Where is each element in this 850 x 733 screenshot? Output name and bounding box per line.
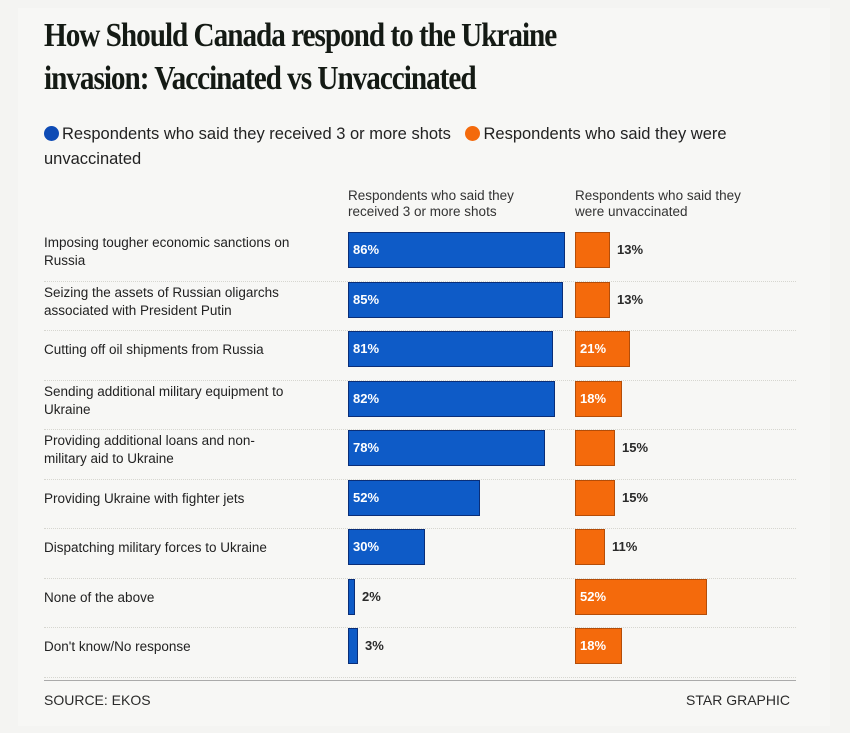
value-label-vaccinated: 78%	[353, 440, 380, 455]
bar-vaccinated	[348, 430, 545, 466]
bar-vaccinated	[348, 479, 480, 516]
category-label-line: Seizing the assets of Russian oligarchs	[44, 284, 279, 300]
value-label-unvaccinated: 13%	[617, 242, 644, 257]
bar-unvaccinated	[575, 479, 615, 516]
category-label: Providing Ukraine with fighter jets	[44, 490, 344, 508]
bar-unvaccinated	[575, 331, 630, 367]
graphic-credit: STAR GRAPHIC	[686, 692, 790, 708]
bar-unvaccinated	[575, 380, 622, 417]
value-label-vaccinated: 52%	[353, 489, 380, 505]
source-note: SOURCE: EKOS	[44, 692, 151, 708]
category-label-line: military aid to Ukraine	[44, 451, 174, 466]
category-label-line: Cutting off oil shipments from Russia	[44, 342, 264, 357]
category-label: Dispatching military forces to Ukraine	[44, 539, 344, 557]
bar-unvaccinated	[575, 628, 622, 664]
value-label-vaccinated: 85%	[353, 291, 380, 307]
bar-vaccinated	[348, 529, 425, 565]
chart-title: How Should Canada respond to the Ukraine…	[44, 14, 698, 100]
value-label-unvaccinated: 15%	[622, 440, 649, 455]
chart-row: Providing Ukraine with fighter jets 52% 15…	[44, 479, 796, 529]
chart-row: Providing additional loans and non-milit…	[44, 430, 796, 480]
bar-unvaccinated	[575, 578, 707, 615]
chart-rows: Imposing tougher economic sanctions on Ru…	[44, 232, 796, 678]
category-label-line: None of the above	[44, 589, 155, 605]
bar-unvaccinated	[575, 281, 610, 318]
chart-row: Sending additional military equipment to…	[44, 380, 796, 430]
value-label-vaccinated: 86%	[353, 242, 380, 257]
bar-unvaccinated	[575, 232, 610, 268]
bar-unvaccinated	[575, 430, 615, 466]
bar-vaccinated	[348, 281, 563, 318]
chart-row: Imposing tougher economic sanctions on Ru…	[44, 232, 796, 282]
value-label-unvaccinated: 18%	[580, 638, 607, 653]
value-label-vaccinated: 82%	[353, 390, 380, 406]
value-label-vaccinated: 81%	[353, 341, 380, 356]
chart-title-line-1: How Should Canada respond to the Ukraine	[44, 17, 557, 54]
column-header-unvaccinated-line-1: Respondents who said they	[575, 188, 741, 203]
bar-vaccinated	[348, 578, 355, 615]
legend-label-vaccinated: Respondents who said they received 3 or …	[62, 125, 451, 143]
chart-row: Cutting off oil shipments from Russia 81%…	[44, 331, 796, 381]
chart-title-line-2: invasion: Vaccinated vs Unvaccinated	[44, 60, 477, 97]
chart-frame: How Should Canada respond to the Ukraine…	[18, 8, 830, 726]
legend-label-unvaccinated: Respondents who said they were unvaccina…	[44, 125, 727, 168]
bar-unvaccinated	[575, 529, 605, 565]
category-label: Sending additional military equipment to…	[44, 383, 344, 419]
category-label-line: Sending additional military equipment to	[44, 383, 284, 399]
chart-row: Dispatching military forces to Ukraine 30…	[44, 529, 796, 579]
value-label-unvaccinated: 21%	[580, 341, 607, 356]
category-label-line: Russia	[44, 253, 86, 268]
category-label-line: Ukraine	[44, 401, 91, 417]
category-label-line: associated with President Putin	[44, 302, 232, 318]
category-label: Seizing the assets of Russian oligarchs a…	[44, 284, 344, 320]
category-label-line: Providing Ukraine with fighter jets	[44, 490, 245, 506]
category-label-line: Dispatching military forces to Ukraine	[44, 540, 267, 555]
legend-dot-vaccinated-icon	[44, 126, 59, 141]
bar-vaccinated	[348, 331, 553, 367]
category-label: Imposing tougher economic sanctions on Ru…	[44, 234, 344, 270]
category-label-line: Don't know/No response	[44, 639, 191, 654]
value-label-unvaccinated: 18%	[580, 390, 607, 406]
value-label-unvaccinated: 15%	[622, 489, 649, 505]
value-label-vaccinated: 2%	[362, 588, 381, 604]
category-label-line: Imposing tougher economic sanctions on	[44, 235, 290, 250]
legend-item-vaccinated: Respondents who said they received 3 or …	[44, 125, 455, 143]
chart-row: Don't know/No response 3% 18%	[44, 628, 796, 678]
value-label-unvaccinated: 11%	[612, 539, 638, 554]
value-label-unvaccinated: 13%	[617, 291, 644, 307]
chart-row: None of the above 2% 52%	[44, 578, 796, 628]
bar-vaccinated	[348, 628, 358, 664]
chart-row: Seizing the assets of Russian oligarchs a…	[44, 281, 796, 331]
category-label-line: Providing additional loans and non-	[44, 433, 255, 448]
footer-divider	[44, 680, 796, 681]
legend-dot-unvaccinated-icon	[465, 126, 481, 141]
category-label: Providing additional loans and non-milit…	[44, 432, 344, 468]
column-header-vaccinated-line-2: received 3 or more shots	[348, 204, 497, 219]
category-label: None of the above	[44, 589, 344, 607]
category-label: Don't know/No response	[44, 638, 344, 656]
column-header-vaccinated: Respondents who said they received 3 or …	[348, 188, 514, 220]
column-header-unvaccinated-line-2: were unvaccinated	[575, 204, 688, 219]
column-header-unvaccinated: Respondents who said they were unvaccina…	[575, 188, 741, 220]
value-label-vaccinated: 3%	[365, 638, 384, 653]
bar-vaccinated	[348, 380, 555, 417]
column-header-vaccinated-line-1: Respondents who said they	[348, 188, 514, 203]
legend: Respondents who said they received 3 or …	[44, 122, 804, 172]
value-label-unvaccinated: 52%	[580, 588, 607, 604]
category-label: Cutting off oil shipments from Russia	[44, 341, 344, 359]
value-label-vaccinated: 30%	[353, 539, 380, 554]
legend-item-unvaccinated: Respondents who said they were unvaccina…	[44, 125, 727, 168]
bar-vaccinated	[348, 232, 565, 268]
